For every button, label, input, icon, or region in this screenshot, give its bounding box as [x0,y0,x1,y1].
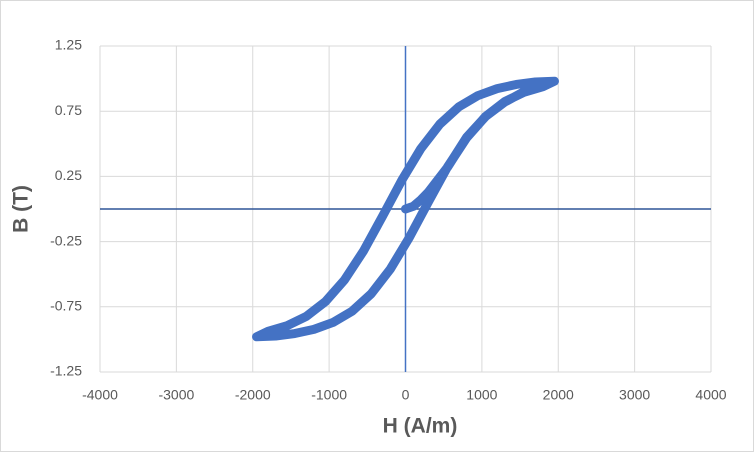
y-axis-title: B (T) [10,185,33,233]
x-tick-label: 1000 [466,387,497,403]
x-tick-label: 0 [402,387,410,403]
y-tick-label: -0.25 [50,232,82,248]
x-tick-label: -1000 [311,387,347,403]
x-tick-label: 2000 [543,387,574,403]
y-tick-label: 0.25 [55,167,82,183]
x-tick-label: 4000 [695,387,726,403]
x-tick-label: 3000 [619,387,650,403]
x-axis-title: H (A/m) [383,415,458,438]
y-tick-label: -1.25 [50,363,82,379]
y-tick-label: 0.75 [55,102,82,118]
x-tick-label: -3000 [158,387,194,403]
y-tick-label: -0.75 [50,298,82,314]
x-tick-label: -2000 [235,387,271,403]
y-tick-label: 1.25 [55,37,82,53]
data-trace [252,76,559,342]
x-tick-label: -4000 [82,387,118,403]
